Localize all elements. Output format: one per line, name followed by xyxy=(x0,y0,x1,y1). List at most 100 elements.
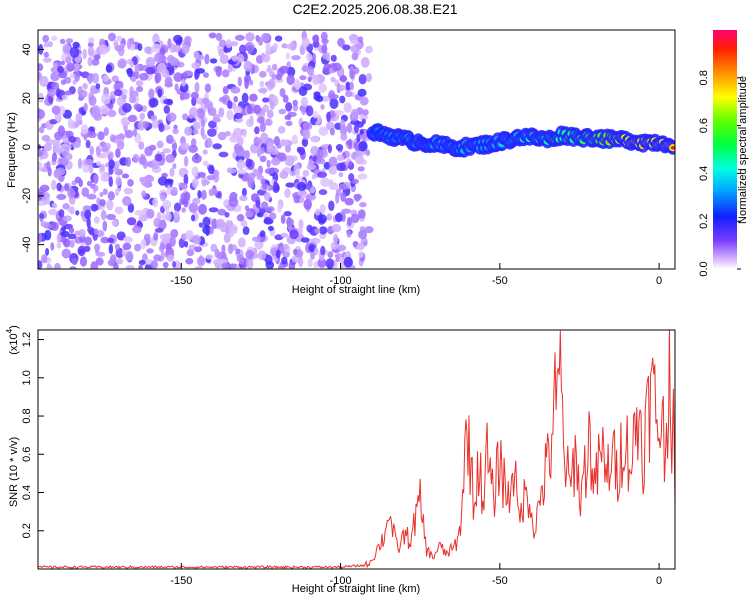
noise-blob xyxy=(50,221,59,231)
noise-blob xyxy=(157,176,168,186)
noise-blob xyxy=(330,76,336,83)
noise-blob xyxy=(356,243,365,251)
noise-blob xyxy=(172,128,179,135)
noise-blob xyxy=(61,94,68,101)
page-title: C2E2.2025.206.08.38.E21 xyxy=(292,1,458,17)
noise-blob xyxy=(329,127,335,136)
noise-blob xyxy=(48,208,58,216)
noise-blob xyxy=(87,45,94,57)
noise-blob xyxy=(318,126,329,136)
noise-blob xyxy=(132,225,142,234)
noise-blob xyxy=(233,112,243,119)
noise-blob xyxy=(160,194,166,202)
noise-blob xyxy=(50,242,55,251)
noise-blob xyxy=(245,32,255,42)
noise-blob xyxy=(100,236,110,244)
noise-blob xyxy=(266,80,274,91)
noise-blob xyxy=(91,58,100,66)
noise-blob xyxy=(88,37,95,44)
noise-blob xyxy=(320,31,328,42)
noise-blob xyxy=(307,258,313,268)
colorbar-tick-label: 0.6 xyxy=(698,118,710,133)
noise-blob xyxy=(317,214,328,224)
noise-blob xyxy=(279,88,286,98)
noise-blob xyxy=(134,71,140,80)
noise-blob xyxy=(69,46,80,58)
noise-blob xyxy=(292,99,298,107)
noise-blob xyxy=(267,64,272,73)
noise-blob xyxy=(38,213,45,219)
snr-frame xyxy=(37,329,676,570)
spectrogram-y-label: Frequency (Hz) xyxy=(6,112,18,188)
noise-blob xyxy=(154,52,163,63)
noise-blob xyxy=(156,140,164,149)
noise-blob xyxy=(263,192,271,201)
noise-blob xyxy=(215,66,222,77)
noise-blob xyxy=(149,97,159,108)
noise-blob xyxy=(354,122,359,134)
noise-blob xyxy=(195,68,206,74)
noise-blob xyxy=(49,119,58,125)
noise-blob xyxy=(54,131,63,141)
noise-blob xyxy=(350,44,360,54)
noise-blob xyxy=(232,55,238,62)
noise-blob xyxy=(326,213,332,221)
noise-blob xyxy=(127,203,135,213)
noise-blob xyxy=(75,112,83,123)
noise-blob xyxy=(236,159,246,170)
noise-blob xyxy=(113,262,119,269)
noise-blob xyxy=(152,197,159,208)
noise-blob xyxy=(314,228,321,234)
spectrogram-y-axis: -40 -20 0 20 40 xyxy=(21,43,44,253)
noise-blob xyxy=(230,41,238,47)
noise-blob xyxy=(154,227,164,233)
noise-blob xyxy=(159,46,166,56)
noise-blob xyxy=(100,173,109,182)
noise-blob xyxy=(45,197,51,205)
noise-blob xyxy=(254,126,260,135)
noise-blob xyxy=(302,169,310,177)
noise-blob xyxy=(279,170,289,179)
noise-blob xyxy=(95,145,101,156)
noise-blob xyxy=(248,79,254,86)
noise-blob xyxy=(56,233,61,243)
noise-blob xyxy=(62,203,70,210)
noise-blob xyxy=(137,119,145,131)
noise-blob xyxy=(345,81,351,91)
noise-blob xyxy=(191,178,199,189)
noise-blob xyxy=(121,173,130,179)
noise-blob xyxy=(108,243,114,255)
noise-blob xyxy=(192,234,201,245)
noise-blob xyxy=(236,53,245,63)
noise-blob xyxy=(57,65,64,73)
noise-blob xyxy=(204,100,214,110)
noise-blob xyxy=(69,240,75,248)
noise-blob xyxy=(38,92,42,103)
noise-blob xyxy=(95,257,104,266)
noise-blob xyxy=(239,45,247,52)
noise-blob xyxy=(259,80,265,88)
noise-blob xyxy=(116,258,124,265)
noise-blob xyxy=(204,83,212,93)
noise-blob xyxy=(183,174,189,185)
noise-blob xyxy=(320,177,330,187)
noise-blob xyxy=(56,193,67,200)
y-tick-label: 20 xyxy=(21,92,33,104)
noise-blob xyxy=(237,76,242,87)
noise-blob xyxy=(194,82,200,93)
noise-blob xyxy=(181,78,187,87)
noise-blob xyxy=(140,239,147,250)
noise-blob xyxy=(61,226,67,232)
noise-blob xyxy=(191,97,197,107)
noise-blob xyxy=(201,176,207,187)
noise-blob xyxy=(235,248,241,255)
noise-blob xyxy=(266,159,271,168)
noise-blob xyxy=(364,226,374,234)
noise-blob xyxy=(169,235,176,247)
noise-blob xyxy=(99,199,106,207)
noise-blob xyxy=(285,144,291,153)
noise-blob xyxy=(136,220,142,228)
noise-blob xyxy=(261,53,271,63)
noise-blob xyxy=(192,129,199,135)
noise-blob xyxy=(301,108,306,116)
